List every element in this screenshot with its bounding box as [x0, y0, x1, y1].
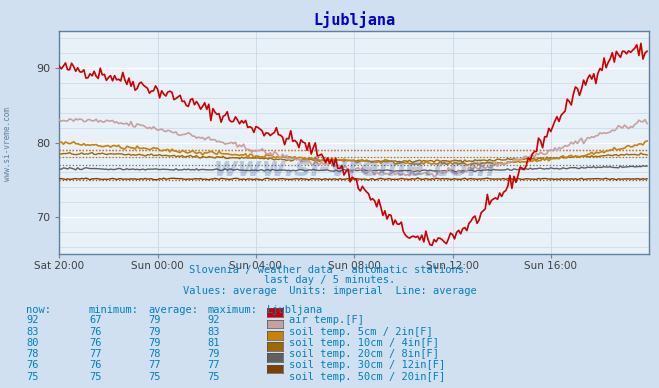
Text: last day / 5 minutes.: last day / 5 minutes.	[264, 275, 395, 286]
Text: soil temp. 30cm / 12in[F]: soil temp. 30cm / 12in[F]	[289, 360, 445, 371]
Text: 76: 76	[26, 360, 39, 371]
Text: 67: 67	[89, 315, 101, 326]
Text: Ljubljana: Ljubljana	[267, 305, 323, 315]
Text: 76: 76	[89, 338, 101, 348]
Text: 75: 75	[208, 372, 220, 382]
Text: 79: 79	[148, 315, 161, 326]
Text: now:: now:	[26, 305, 51, 315]
Text: 79: 79	[148, 327, 161, 337]
Text: 92: 92	[26, 315, 39, 326]
Text: 78: 78	[148, 349, 161, 359]
Text: 80: 80	[26, 338, 39, 348]
Text: 76: 76	[89, 360, 101, 371]
Text: air temp.[F]: air temp.[F]	[289, 315, 364, 326]
Text: 83: 83	[26, 327, 39, 337]
Text: 78: 78	[26, 349, 39, 359]
Text: 79: 79	[208, 349, 220, 359]
Text: 79: 79	[148, 338, 161, 348]
Text: www.si-vreme.com: www.si-vreme.com	[214, 156, 495, 182]
Text: soil temp. 50cm / 20in[F]: soil temp. 50cm / 20in[F]	[289, 372, 445, 382]
Text: soil temp. 20cm / 8in[F]: soil temp. 20cm / 8in[F]	[289, 349, 439, 359]
Text: 92: 92	[208, 315, 220, 326]
Text: 83: 83	[208, 327, 220, 337]
Text: minimum:: minimum:	[89, 305, 139, 315]
Text: soil temp. 5cm / 2in[F]: soil temp. 5cm / 2in[F]	[289, 327, 432, 337]
Text: maximum:: maximum:	[208, 305, 258, 315]
Text: 77: 77	[89, 349, 101, 359]
Text: Slovenia / weather data - automatic stations.: Slovenia / weather data - automatic stat…	[189, 265, 470, 275]
Text: Values: average  Units: imperial  Line: average: Values: average Units: imperial Line: av…	[183, 286, 476, 296]
Text: soil temp. 10cm / 4in[F]: soil temp. 10cm / 4in[F]	[289, 338, 439, 348]
Text: 81: 81	[208, 338, 220, 348]
Text: 75: 75	[89, 372, 101, 382]
Text: 77: 77	[148, 360, 161, 371]
Text: 75: 75	[148, 372, 161, 382]
Text: 75: 75	[26, 372, 39, 382]
Title: Ljubljana: Ljubljana	[313, 12, 395, 28]
Text: average:: average:	[148, 305, 198, 315]
Text: www.si-vreme.com: www.si-vreme.com	[3, 107, 13, 180]
Text: 77: 77	[208, 360, 220, 371]
Text: 76: 76	[89, 327, 101, 337]
